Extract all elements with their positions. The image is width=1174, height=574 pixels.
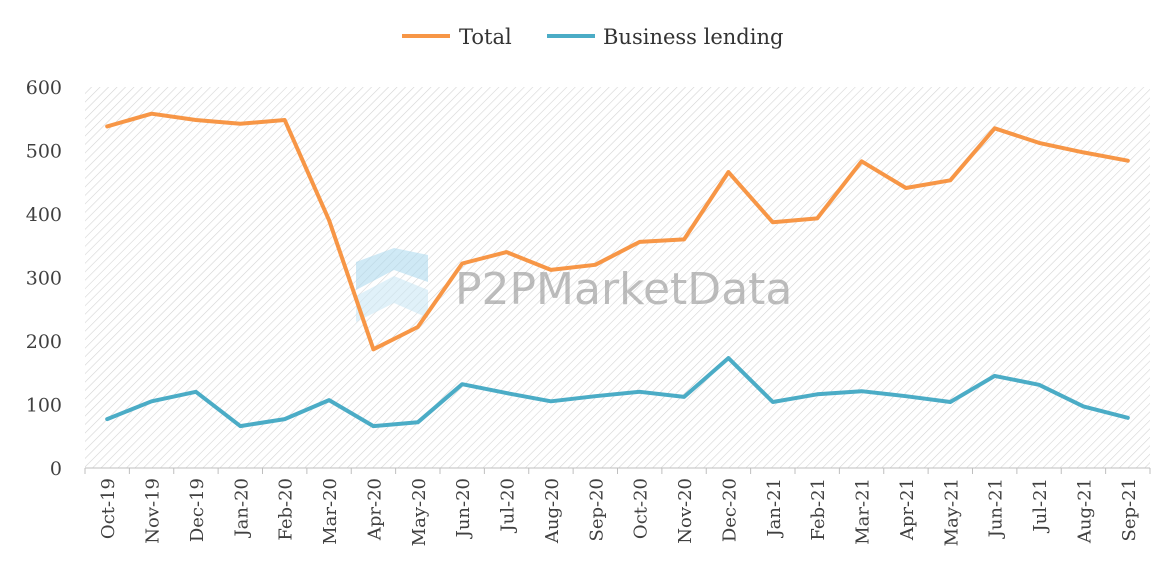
x-tick-label: Sep-21 <box>1119 478 1140 542</box>
x-tick-label: Dec-19 <box>187 478 208 542</box>
x-tick-label: Apr-21 <box>897 478 918 541</box>
y-axis: 0 100 200 300 400 500 600 <box>26 77 62 480</box>
y-tick-label: 200 <box>26 331 62 353</box>
series-line-total <box>105 111 1130 352</box>
x-tick-label: Feb-21 <box>808 478 829 541</box>
x-tick-label: Aug-20 <box>542 478 563 544</box>
x-tick-label: Oct-19 <box>98 478 119 539</box>
x-tick-label: Feb-20 <box>276 478 297 541</box>
x-tick-label: May-20 <box>409 478 430 546</box>
series-line-business-lending <box>105 356 1130 429</box>
x-tick-label: Jun-20 <box>453 478 474 539</box>
watermark-text: P2PMarketData <box>455 264 792 315</box>
x-tick-label: Apr-20 <box>364 478 385 541</box>
x-tick-label: Jul-20 <box>498 478 519 534</box>
x-tick-label: Jul-21 <box>1030 478 1051 534</box>
x-tick-label: Mar-20 <box>320 478 341 545</box>
y-tick-label: 100 <box>26 395 62 417</box>
legend: Total Business lending <box>402 25 783 49</box>
legend-label-total: Total <box>459 25 512 49</box>
y-tick-label: 500 <box>26 141 62 163</box>
x-tick-label: Jun-21 <box>986 478 1007 539</box>
plot-area <box>85 87 1150 468</box>
x-tick-label: Dec-20 <box>719 478 740 542</box>
x-tick-label: Aug-21 <box>1074 478 1095 544</box>
legend-label-business-lending: Business lending <box>603 25 783 49</box>
x-tick-label: Jan-21 <box>764 478 785 539</box>
x-tick-label: Sep-20 <box>586 478 607 542</box>
x-tick-label: May-21 <box>941 478 962 546</box>
y-tick-label: 600 <box>26 77 62 99</box>
y-tick-label: 300 <box>26 268 62 290</box>
x-tick-label: Nov-20 <box>675 478 696 544</box>
x-axis: Oct-19 Nov-19 Dec-19 Jan-20 Feb-20 Mar-20 Apr-… <box>84 467 1151 546</box>
x-tick-label: Nov-19 <box>143 478 164 544</box>
y-tick-label: 0 <box>50 458 62 480</box>
x-tick-label: Jan-20 <box>231 478 252 539</box>
watermark: P2PMarketData <box>356 248 792 322</box>
x-tick-label: Oct-20 <box>631 478 652 539</box>
x-tick-label: Mar-21 <box>853 478 874 545</box>
watermark-logo <box>356 248 428 322</box>
y-tick-label: 400 <box>26 204 62 226</box>
series-layer <box>105 111 1130 429</box>
